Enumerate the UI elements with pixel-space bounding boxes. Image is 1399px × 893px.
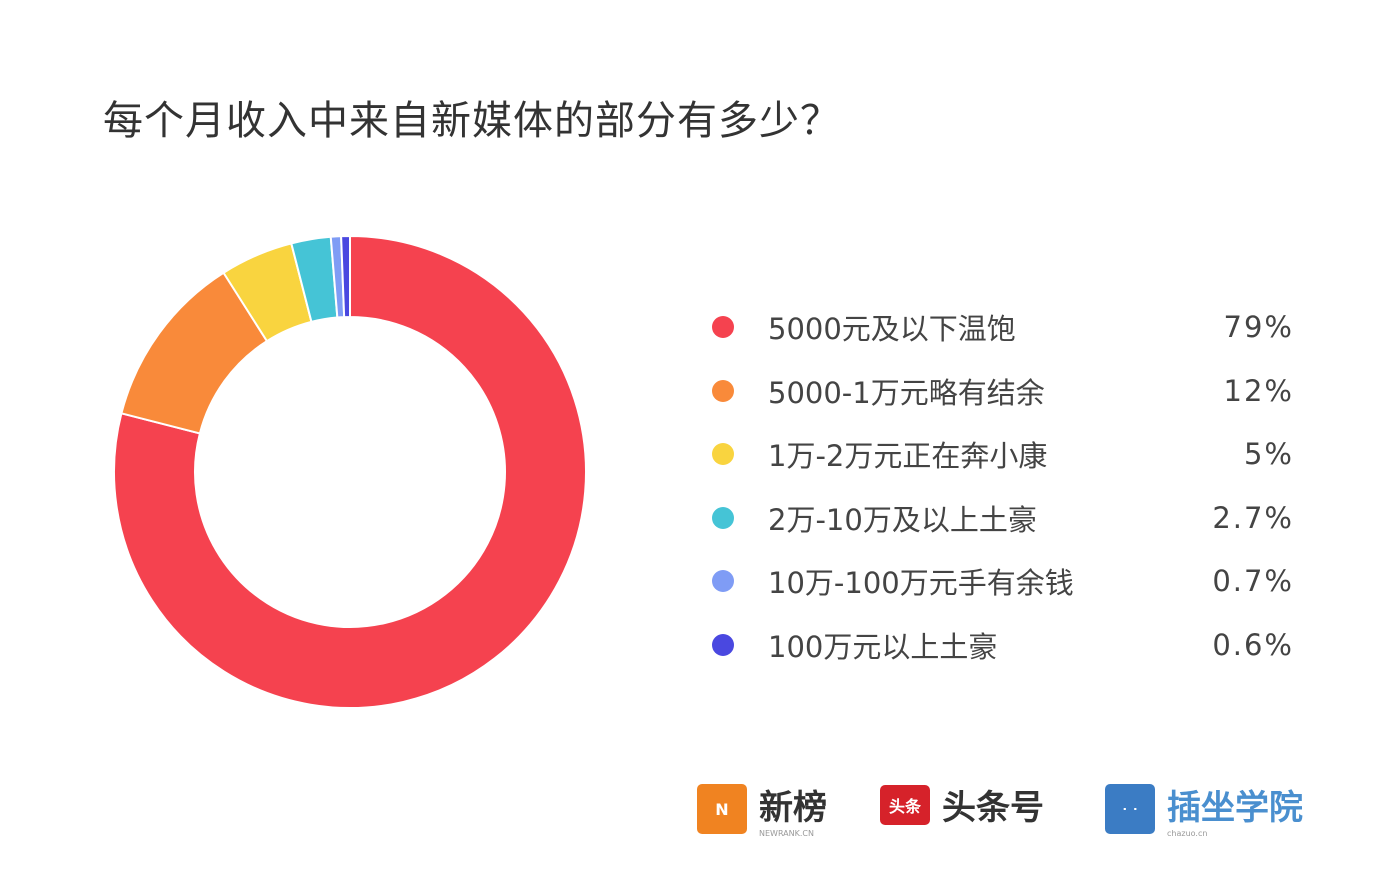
- legend-label: 10万-100万元手有余钱: [768, 566, 1074, 601]
- legend-label: 2万-10万及以上土豪: [768, 502, 1037, 537]
- data-label: 79%: [1223, 310, 1294, 344]
- legend-item: 2万-10万及以上土豪 2.7%: [712, 498, 1294, 538]
- chazuo-face-icon: ᐧ ᐧ: [1105, 784, 1155, 834]
- legend-item: 1万-2万元正在奔小康 5%: [712, 434, 1294, 474]
- legend-dot-icon: [712, 506, 734, 529]
- logo-text: 插坐学院: [1167, 788, 1303, 828]
- logo-toutiao: 头条 头条号: [880, 780, 1044, 829]
- legend-item: 10万-100万元手有余钱 0.7%: [712, 561, 1294, 601]
- legend-item: 5000-1万元略有结余 12%: [712, 371, 1294, 411]
- donut-chart: [113, 234, 587, 709]
- newrank-icon: N: [697, 784, 747, 834]
- legend-item: 5000元及以下温饱 79%: [712, 307, 1294, 347]
- logo-text: 头条号: [942, 788, 1044, 828]
- data-label: 0.6%: [1212, 628, 1294, 662]
- donut-slice: [113, 234, 587, 709]
- legend-dot-icon: [712, 443, 734, 466]
- data-label: 5%: [1243, 437, 1294, 472]
- legend-dot-icon: [712, 379, 734, 402]
- legend-label: 1万-2万元正在奔小康: [768, 439, 1048, 474]
- logo-text: 新榜: [759, 788, 827, 828]
- logo-sub: chazuo.cn: [1167, 829, 1208, 838]
- legend-label: 5000-1万元略有结余: [768, 375, 1045, 410]
- legend-dot-icon: [712, 570, 734, 593]
- data-label: 12%: [1223, 373, 1294, 408]
- legend-dot-icon: [712, 316, 734, 338]
- donut-slice: [340, 234, 351, 319]
- legend-label: 100万元以上土豪: [768, 630, 998, 664]
- logo-sub: NEWRANK.CN: [759, 829, 814, 838]
- logo-chazuo: ᐧ ᐧ 插坐学院 chazuo.cn: [1105, 780, 1303, 838]
- data-label: 2.7%: [1212, 500, 1294, 535]
- legend-item: 100万元以上土豪 0.6%: [712, 625, 1294, 665]
- data-label: 0.7%: [1212, 564, 1294, 599]
- legend-label: 5000元及以下温饱: [768, 312, 1016, 346]
- chart-title: 每个月收入中来自新媒体的部分有多少？: [103, 98, 841, 144]
- toutiao-icon: 头条: [880, 784, 930, 825]
- legend-dot-icon: [712, 634, 734, 656]
- logo-newrank: N 新榜 NEWRANK.CN: [697, 780, 827, 838]
